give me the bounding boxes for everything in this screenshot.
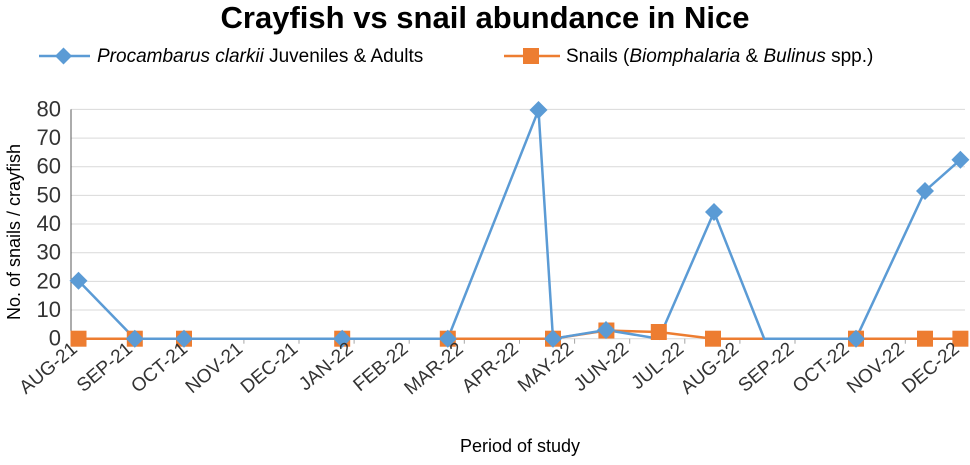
svg-text:Snails (Biomphalaria & Bulinus: Snails (Biomphalaria & Bulinus spp.) <box>566 46 873 67</box>
svg-text:DEC-22: DEC-22 <box>898 338 963 398</box>
svg-text:60: 60 <box>37 154 61 179</box>
svg-text:SEP-21: SEP-21 <box>73 338 137 396</box>
svg-text:APR-22: APR-22 <box>458 338 522 397</box>
svg-text:50: 50 <box>37 182 61 207</box>
svg-text:OCT-22: OCT-22 <box>789 338 853 397</box>
svg-text:MAR-22: MAR-22 <box>401 338 468 399</box>
svg-text:DEC-21: DEC-21 <box>237 338 302 398</box>
svg-text:Period of study: Period of study <box>460 436 580 456</box>
svg-text:30: 30 <box>37 240 61 265</box>
svg-text:40: 40 <box>37 211 61 236</box>
svg-text:JAN-22: JAN-22 <box>295 338 357 395</box>
svg-text:NOV-22: NOV-22 <box>843 338 908 398</box>
svg-text:Procambarus clarkii Juveniles: Procambarus clarkii Juveniles & Adults <box>97 46 423 67</box>
svg-text:80: 80 <box>37 96 61 121</box>
svg-text:20: 20 <box>37 268 61 293</box>
svg-text:JUN-22: JUN-22 <box>570 338 633 395</box>
svg-text:70: 70 <box>37 125 61 150</box>
svg-text:Crayfish vs snail abundance in: Crayfish vs snail abundance in Nice <box>221 0 750 35</box>
svg-text:OCT-21: OCT-21 <box>127 338 191 397</box>
svg-text:No. of snails / crayfish: No. of snails / crayfish <box>4 144 24 320</box>
svg-text:NOV-21: NOV-21 <box>182 338 247 398</box>
svg-text:10: 10 <box>37 297 61 322</box>
svg-text:AUG-22: AUG-22 <box>677 338 743 398</box>
svg-text:SEP-22: SEP-22 <box>735 338 799 396</box>
svg-text:MAY-22: MAY-22 <box>514 338 578 396</box>
